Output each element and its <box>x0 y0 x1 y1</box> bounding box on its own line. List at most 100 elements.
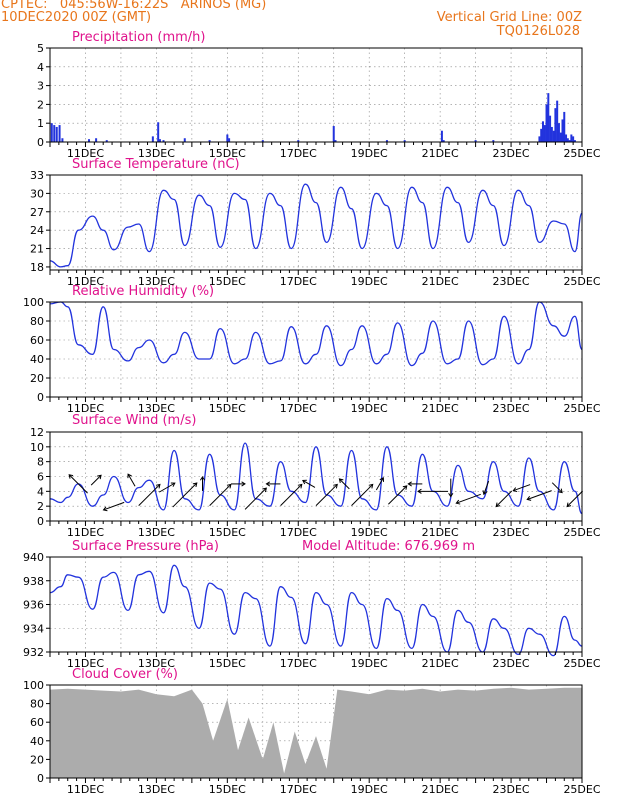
precip-bar <box>157 122 160 142</box>
y-tick-label: 940 <box>23 551 44 564</box>
panel-3 <box>46 431 584 526</box>
wind-arrow <box>483 480 490 495</box>
x-tick-label: 11DEC <box>67 657 104 670</box>
precip-bar <box>557 123 560 142</box>
x-tick-label: 17DEC <box>280 657 317 670</box>
precip-bar <box>385 140 388 142</box>
precip-bar <box>565 134 568 142</box>
wind-arrow-head <box>297 483 303 489</box>
precip-bar <box>332 126 335 142</box>
precip-bar <box>552 130 555 142</box>
x-tick-label: 11DEC <box>67 783 104 796</box>
precip-bar <box>261 140 264 142</box>
y-tick-label: 60 <box>30 716 44 729</box>
precip-bar <box>228 138 231 142</box>
panel-5 <box>46 684 583 783</box>
x-tick-label: 17DEC <box>280 783 317 796</box>
wind-arrow-head <box>192 482 198 488</box>
x-tick-label: 11DEC <box>67 526 104 539</box>
precip-bar <box>158 139 161 142</box>
wind-arrow-head <box>495 502 501 508</box>
y-tick-label: 40 <box>30 735 44 748</box>
wind-arrow <box>158 482 176 493</box>
wind-arrow-head <box>558 488 563 494</box>
wind-arrow-head <box>455 499 461 505</box>
wind-arrow-head <box>526 496 532 501</box>
y-tick-label: 27 <box>30 206 44 219</box>
precip-bar <box>550 126 553 142</box>
wind-arrow <box>388 485 408 505</box>
precip-bar <box>573 140 576 142</box>
precip-bar <box>55 126 58 142</box>
precip-bar <box>58 125 61 142</box>
precip-bar <box>549 115 552 142</box>
x-tick-label: 23DEC <box>493 402 530 415</box>
header-grid-note: Vertical Grid Line: 00Z <box>436 10 582 25</box>
y-tick-label: 21 <box>30 243 44 256</box>
precip-bar <box>543 125 546 142</box>
series-line <box>49 183 583 268</box>
precip-bar <box>442 140 445 142</box>
precip-bar <box>559 132 562 142</box>
precip-bar <box>474 140 477 142</box>
wind-arrow <box>315 484 338 507</box>
wind-arrow <box>456 493 481 504</box>
wind-arrow <box>90 474 102 486</box>
x-tick-label: 13DEC <box>138 657 175 670</box>
y-tick-label: 938 <box>23 575 44 588</box>
wind-arrow <box>339 478 350 490</box>
wind-arrow-head <box>262 487 267 493</box>
wind-arrow <box>495 490 513 507</box>
x-tick-label: 19DEC <box>351 275 388 288</box>
panel-frame <box>49 174 583 271</box>
precip-bar <box>556 100 559 142</box>
wind-arrow-head <box>170 482 176 487</box>
y-tick-label: 80 <box>30 315 44 328</box>
panel-title: Surface Wind (m/s) <box>72 413 196 428</box>
panel-title: Precipitation (mm/h) <box>72 30 205 45</box>
y-tick-label: 0 <box>37 515 44 528</box>
y-tick-label: 2 <box>37 500 44 513</box>
wind-arrow <box>527 490 552 500</box>
wind-arrow-head <box>333 483 338 489</box>
x-tick-label: 23DEC <box>493 275 530 288</box>
y-tick-label: 3 <box>37 80 44 93</box>
precip-bar <box>226 134 229 142</box>
y-tick-label: 6 <box>37 471 44 484</box>
wind-arrow <box>302 479 316 488</box>
wind-arrow-head <box>241 481 246 487</box>
x-tick-label: 19DEC <box>351 657 388 670</box>
wind-arrow <box>513 484 531 492</box>
wind-arrow-head <box>448 492 454 498</box>
wind-arrow <box>375 477 384 491</box>
x-tick-label: 21DEC <box>422 275 459 288</box>
wind-arrow <box>244 487 267 510</box>
x-tick-label: 13DEC <box>138 275 175 288</box>
x-tick-label: 23DEC <box>493 657 530 670</box>
wind-arrow-head <box>368 483 374 489</box>
y-tick-label: 10 <box>30 441 44 454</box>
panel-title: Surface Temperature (nC) <box>72 157 240 172</box>
precip-bar <box>545 104 548 142</box>
precip-bar <box>403 140 406 142</box>
x-tick-label: 25DEC <box>563 783 600 796</box>
wind-arrow <box>138 484 161 507</box>
wind-arrow <box>209 484 232 507</box>
precip-bar <box>541 121 544 142</box>
series-line <box>49 564 583 657</box>
precip-bar <box>570 134 573 142</box>
panel-frame <box>49 301 583 398</box>
y-tick-label: 2 <box>37 98 44 111</box>
precip-bar <box>151 136 154 142</box>
wind-arrow-head <box>265 481 271 487</box>
panel-1 <box>46 174 583 275</box>
x-tick-label: 19DEC <box>351 147 388 160</box>
y-tick-label: 932 <box>23 646 44 659</box>
x-tick-label: 23DEC <box>493 526 530 539</box>
precip-bar <box>540 128 543 142</box>
x-tick-label: 23DEC <box>493 147 530 160</box>
y-tick-label: 24 <box>30 224 44 237</box>
x-tick-label: 17DEC <box>280 402 317 415</box>
wind-arrow <box>103 501 125 511</box>
x-tick-label: 17DEC <box>280 275 317 288</box>
